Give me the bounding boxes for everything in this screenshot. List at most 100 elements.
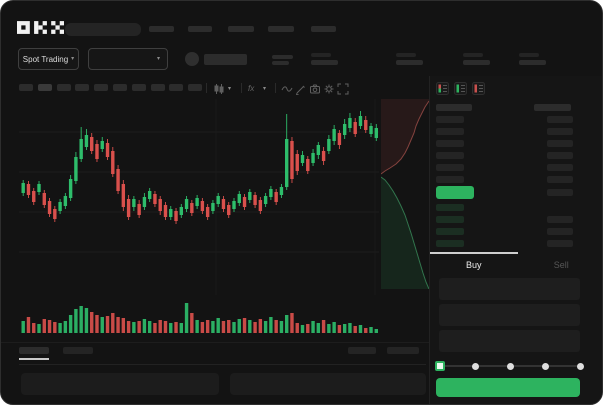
active-tab-underline [430, 252, 518, 254]
chevron-down-icon[interactable]: ▾ [228, 86, 232, 92]
orderbook-ask-row[interactable] [430, 164, 602, 174]
line-chart-icon[interactable] [281, 82, 293, 94]
ask-amount-placeholder [547, 176, 573, 183]
candlestick-chart[interactable] [19, 99, 379, 295]
orderbook-amount-placeholder [547, 189, 573, 196]
history-table-placeholder [230, 373, 426, 395]
slider-stop[interactable] [541, 363, 549, 370]
ask-amount-placeholder [547, 152, 573, 159]
timeframe-button[interactable] [37, 84, 52, 91]
timeframe-button[interactable] [131, 84, 146, 91]
nav-item-placeholder[interactable] [311, 26, 336, 32]
buy-button[interactable] [436, 378, 580, 397]
ask-price-placeholder [436, 116, 464, 123]
orderbook-view-asks-icon[interactable] [472, 82, 485, 95]
timeframe-button[interactable] [150, 84, 165, 91]
stat-value-placeholder [463, 60, 490, 65]
timeframe-button[interactable] [19, 84, 33, 91]
divider [275, 83, 276, 93]
orderbook-bid-row[interactable] [430, 240, 602, 250]
pair-name-placeholder[interactable] [204, 54, 247, 65]
ask-amount-placeholder [547, 164, 573, 171]
orderbook-ask-row[interactable] [430, 116, 602, 126]
slider-stop[interactable] [471, 363, 479, 370]
slider-stop[interactable] [506, 363, 514, 370]
orderbook-price-header [436, 104, 472, 111]
slider-stop[interactable] [576, 363, 584, 370]
amount-field[interactable] [439, 304, 580, 326]
bid-amount-placeholder [547, 216, 573, 223]
bottom-action[interactable] [387, 347, 419, 354]
bid-price-placeholder [436, 240, 464, 247]
settings-gear-icon[interactable] [323, 82, 335, 94]
indicators-icon[interactable]: fx [248, 84, 255, 93]
ask-price-placeholder [436, 152, 464, 159]
bottom-action[interactable] [348, 347, 376, 354]
market-type-dropdown[interactable]: Spot Trading ▾ [18, 48, 79, 70]
orderbook-ask-row[interactable] [430, 128, 602, 138]
ask-price-placeholder [436, 140, 464, 147]
orderbook-bid-row[interactable] [430, 216, 602, 226]
timeframe-button[interactable] [75, 84, 90, 91]
draw-pencil-icon[interactable] [295, 82, 307, 96]
divider [241, 83, 242, 93]
chevron-down-icon[interactable]: ▾ [263, 86, 267, 92]
orderbook-ask-row[interactable] [430, 140, 602, 150]
stat-label-placeholder [463, 53, 483, 57]
depth-panel [381, 99, 429, 289]
tab-sell[interactable]: Sell [553, 260, 569, 270]
stat-value-placeholder [396, 60, 423, 65]
nav-item-placeholder[interactable] [188, 26, 212, 32]
stat-label-placeholder [519, 53, 539, 57]
ask-price-placeholder [436, 176, 464, 183]
orderbook-bid-row[interactable] [430, 204, 602, 214]
last-price-label-placeholder [272, 55, 293, 59]
orderbook-view-both-icon[interactable] [436, 82, 449, 95]
bid-price-placeholder [436, 216, 464, 223]
timeframe-button[interactable] [188, 84, 203, 91]
last-price-badge[interactable] [436, 186, 474, 199]
orderbook-view-bids-icon[interactable] [454, 82, 467, 95]
bid-amount-placeholder [547, 228, 573, 235]
timeframe-button[interactable] [169, 84, 184, 91]
orderbook-bid-row[interactable] [430, 228, 602, 238]
timeframe-button[interactable] [56, 84, 71, 91]
nav-item-placeholder[interactable] [228, 26, 254, 32]
ask-price-placeholder [436, 164, 464, 171]
price-field[interactable] [439, 278, 580, 300]
ask-amount-placeholder [547, 128, 573, 135]
stat-label-placeholder [311, 53, 331, 57]
orderbook-amount-header [534, 104, 571, 111]
candle-type-icon[interactable] [213, 82, 225, 94]
stat-label-placeholder [396, 53, 416, 57]
orderbook-ask-row[interactable] [430, 152, 602, 162]
bid-price-placeholder [436, 204, 464, 211]
search-input[interactable] [65, 23, 141, 36]
divider [206, 83, 207, 93]
total-field[interactable] [439, 330, 580, 352]
market-type-label: Spot Trading [22, 54, 69, 64]
okx-logo [17, 21, 64, 34]
orderbook-trade-panel: Buy Sell [429, 76, 602, 404]
orderbook-ask-row[interactable] [430, 176, 602, 186]
bid-price-placeholder [436, 228, 464, 235]
stat-value-placeholder [311, 60, 338, 65]
tab-buy[interactable]: Buy [465, 260, 482, 270]
timeframe-button[interactable] [94, 84, 109, 91]
ask-amount-placeholder [547, 140, 573, 147]
nav-item-placeholder[interactable] [268, 26, 294, 32]
nav-item-placeholder[interactable] [149, 26, 174, 32]
slider-handle[interactable] [435, 361, 445, 371]
divider [1, 342, 429, 343]
bid-amount-placeholder [547, 240, 573, 247]
pair-selector-dropdown[interactable]: ▾ [88, 48, 168, 70]
timeframe-button[interactable] [113, 84, 127, 91]
active-tab-underline [19, 358, 49, 360]
stat-value-placeholder [519, 60, 546, 65]
bottom-tab[interactable] [63, 347, 93, 354]
camera-screenshot-icon[interactable] [309, 82, 321, 94]
bottom-tab-active[interactable] [19, 347, 49, 354]
fullscreen-icon[interactable] [337, 82, 349, 95]
chevron-down-icon: ▾ [71, 56, 75, 62]
